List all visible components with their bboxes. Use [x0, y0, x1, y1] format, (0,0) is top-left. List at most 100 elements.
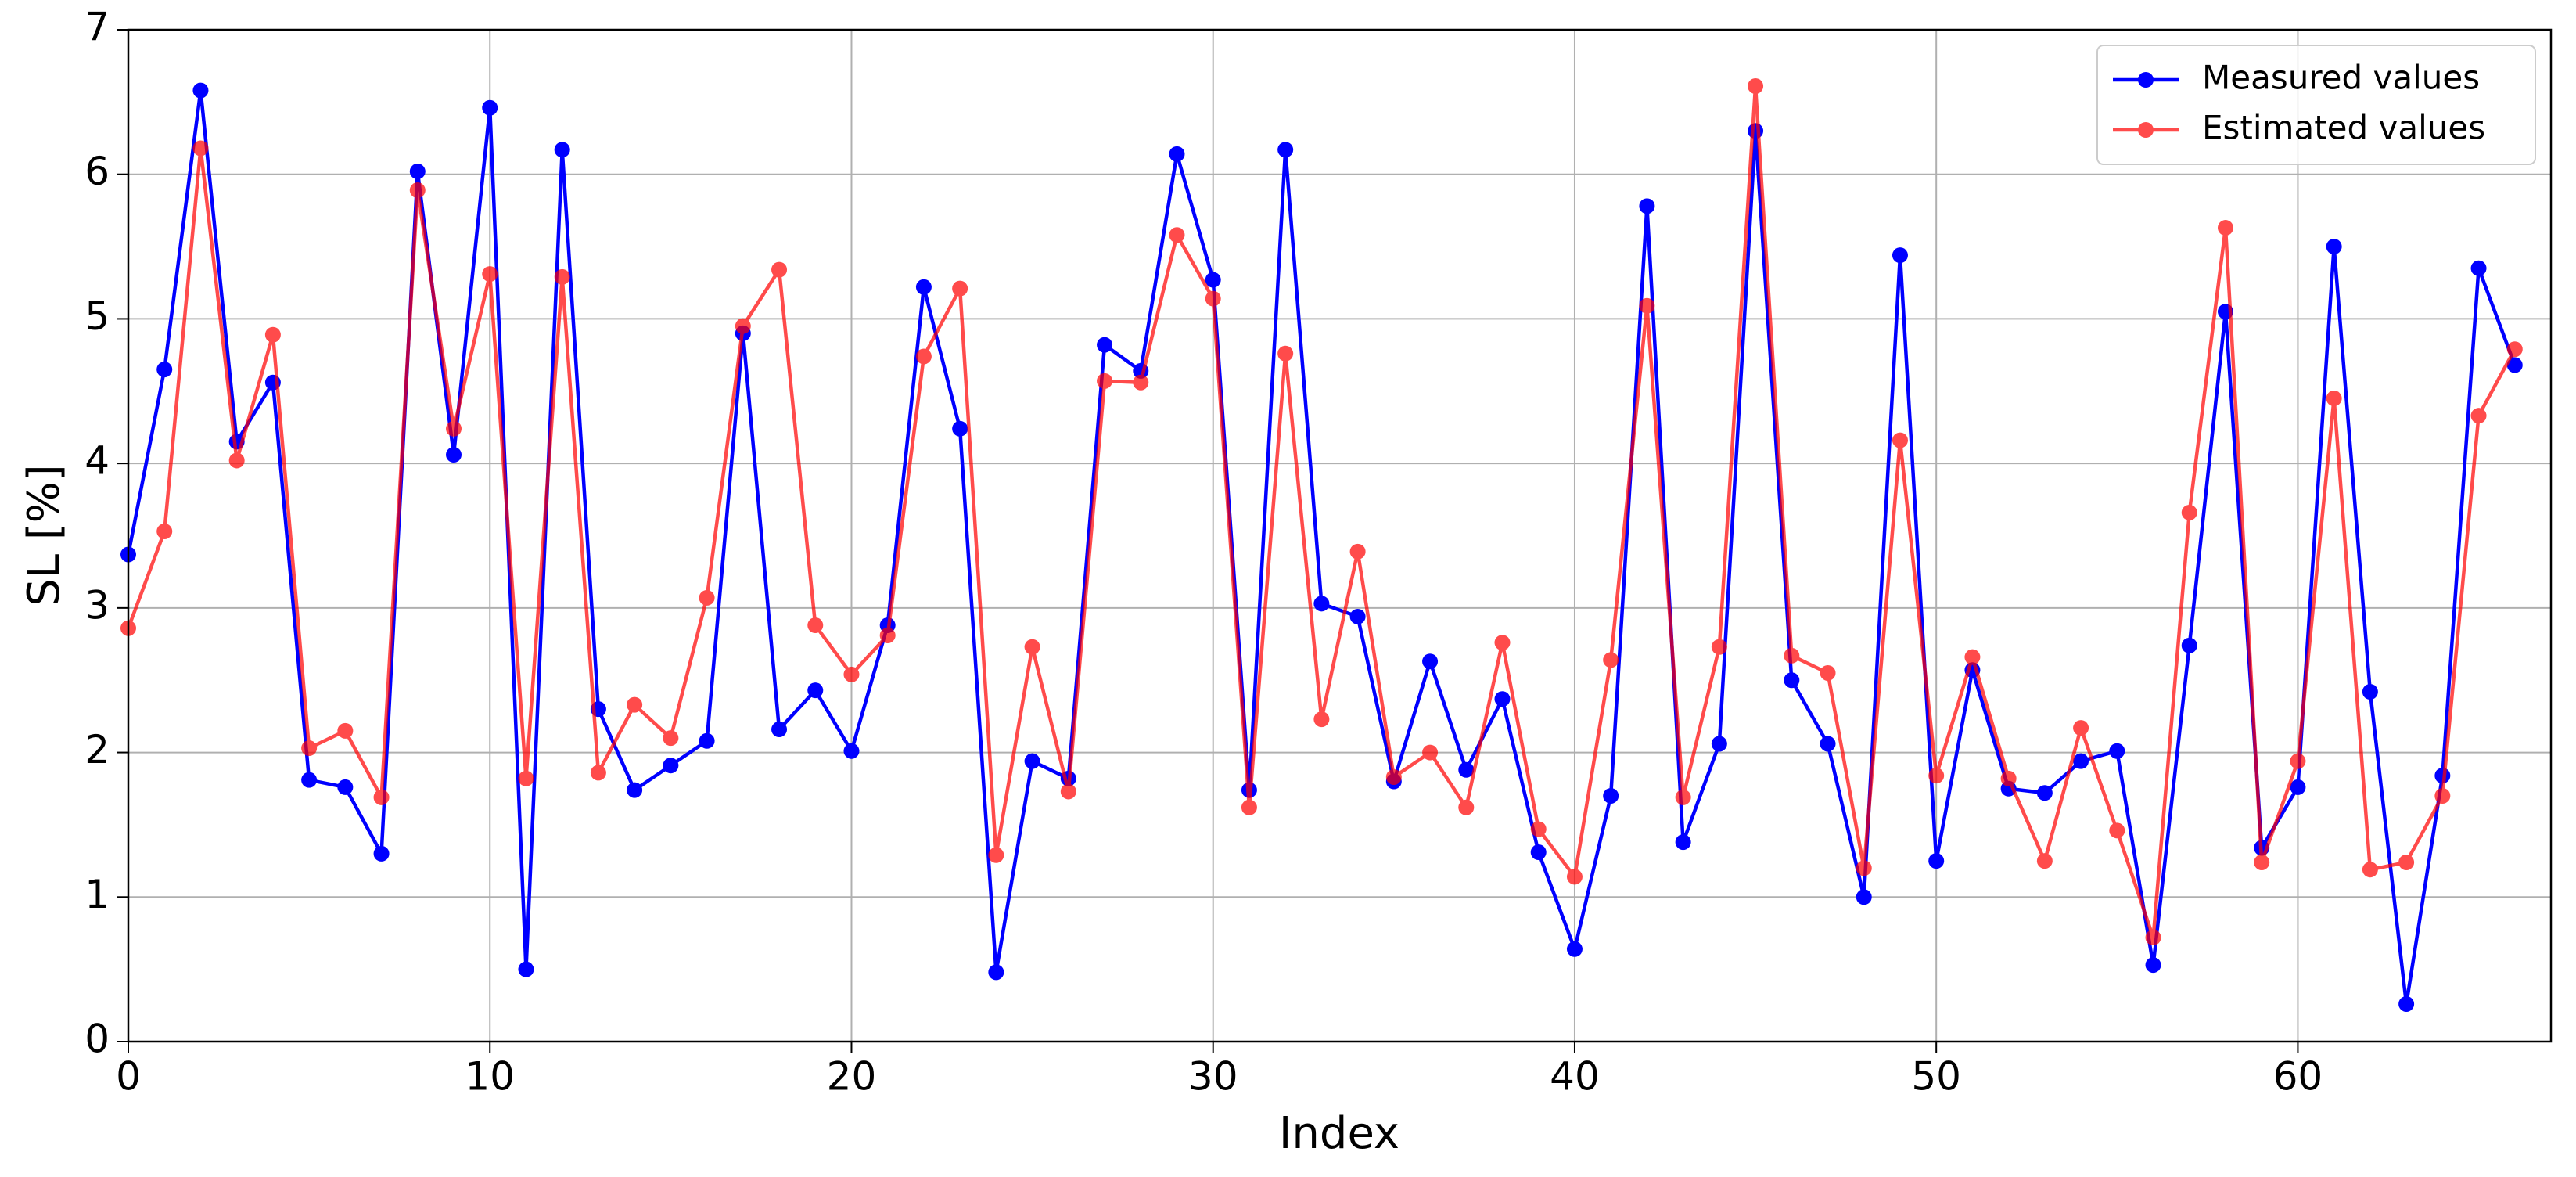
marker [301, 740, 318, 757]
legend-item [2113, 72, 2179, 88]
line [126, 84, 2517, 940]
series [120, 78, 2523, 946]
marker [2506, 357, 2523, 373]
marker [1494, 635, 1511, 651]
marker [1639, 198, 1655, 214]
marker [1566, 941, 1583, 957]
marker [1277, 345, 1294, 362]
marker [2109, 822, 2125, 839]
marker [915, 348, 932, 365]
plot-frame [127, 28, 2553, 1043]
x-tick-label: 20 [827, 1054, 877, 1100]
marker [2073, 753, 2089, 769]
marker [2109, 743, 2125, 759]
marker [590, 765, 606, 781]
marker [663, 730, 679, 747]
marker [771, 261, 788, 278]
marker [1748, 78, 1764, 95]
marker [627, 696, 643, 713]
marker [843, 666, 860, 682]
marker [301, 772, 318, 788]
marker [879, 627, 896, 643]
marker [518, 961, 534, 977]
marker [1892, 247, 1908, 264]
marker [843, 743, 860, 759]
marker [1313, 711, 1330, 728]
marker [337, 779, 354, 795]
marker [1603, 652, 1619, 668]
marker [1422, 653, 1439, 670]
marker [1277, 142, 1294, 158]
marker [1024, 753, 1040, 769]
y-tick-label: 2 [84, 727, 110, 772]
x-tick-label: 30 [1188, 1054, 1238, 1100]
x-tick-label: 10 [465, 1054, 515, 1100]
marker [2470, 260, 2487, 276]
y-tick-label: 6 [84, 149, 110, 194]
marker [2398, 995, 2415, 1012]
marker [1820, 664, 1836, 681]
marker [2073, 720, 2089, 736]
marker [1060, 783, 1076, 800]
marker [1603, 787, 1619, 804]
marker [2145, 930, 2161, 946]
marker [1313, 596, 1330, 612]
marker [1530, 844, 1547, 861]
marker [663, 758, 679, 774]
marker [1097, 337, 1113, 353]
marker [1928, 853, 1945, 869]
marker [1133, 374, 1149, 391]
marker [228, 452, 245, 469]
line [126, 88, 2517, 1006]
marker [373, 845, 390, 862]
marker [699, 732, 715, 749]
marker [192, 140, 209, 157]
marker [518, 770, 534, 786]
marker [2036, 785, 2053, 801]
marker [1205, 290, 1221, 307]
marker [2036, 853, 2053, 869]
marker [2326, 239, 2342, 255]
marker [627, 782, 643, 798]
marker [1711, 736, 1727, 752]
x-tick-label: 60 [2273, 1054, 2323, 1100]
marker [1856, 860, 1872, 876]
marker [446, 420, 462, 437]
y-tick-label: 3 [84, 582, 110, 628]
marker [2254, 854, 2270, 870]
legend-marker [2138, 72, 2154, 88]
legend-item [2113, 122, 2179, 138]
y-tick-label: 0 [84, 1017, 110, 1062]
marker [409, 182, 426, 199]
marker [1458, 761, 1475, 778]
marker [1169, 146, 1185, 162]
marker [2470, 408, 2487, 424]
y-tick-label: 1 [84, 872, 110, 917]
marker [807, 682, 824, 699]
marker [1024, 639, 1040, 655]
marker [156, 523, 173, 539]
marker [1964, 649, 1981, 665]
marker [409, 164, 426, 180]
marker [1675, 789, 1691, 805]
marker [373, 789, 390, 805]
legend-label: Measured values [2202, 59, 2480, 97]
marker [1675, 834, 1691, 851]
marker [1711, 639, 1727, 655]
marker [554, 142, 570, 158]
marker [1385, 768, 1402, 785]
legend-marker [2138, 122, 2154, 138]
marker [1494, 691, 1511, 707]
marker [264, 326, 281, 343]
marker [1566, 869, 1583, 885]
marker [2362, 683, 2378, 700]
marker [1349, 543, 1366, 560]
marker [337, 722, 354, 739]
marker [2434, 787, 2451, 804]
marker [554, 268, 570, 285]
marker [735, 318, 751, 334]
marker [807, 617, 824, 634]
marker [952, 420, 968, 437]
x-tick-label: 40 [1550, 1054, 1600, 1100]
marker [1856, 889, 1872, 905]
